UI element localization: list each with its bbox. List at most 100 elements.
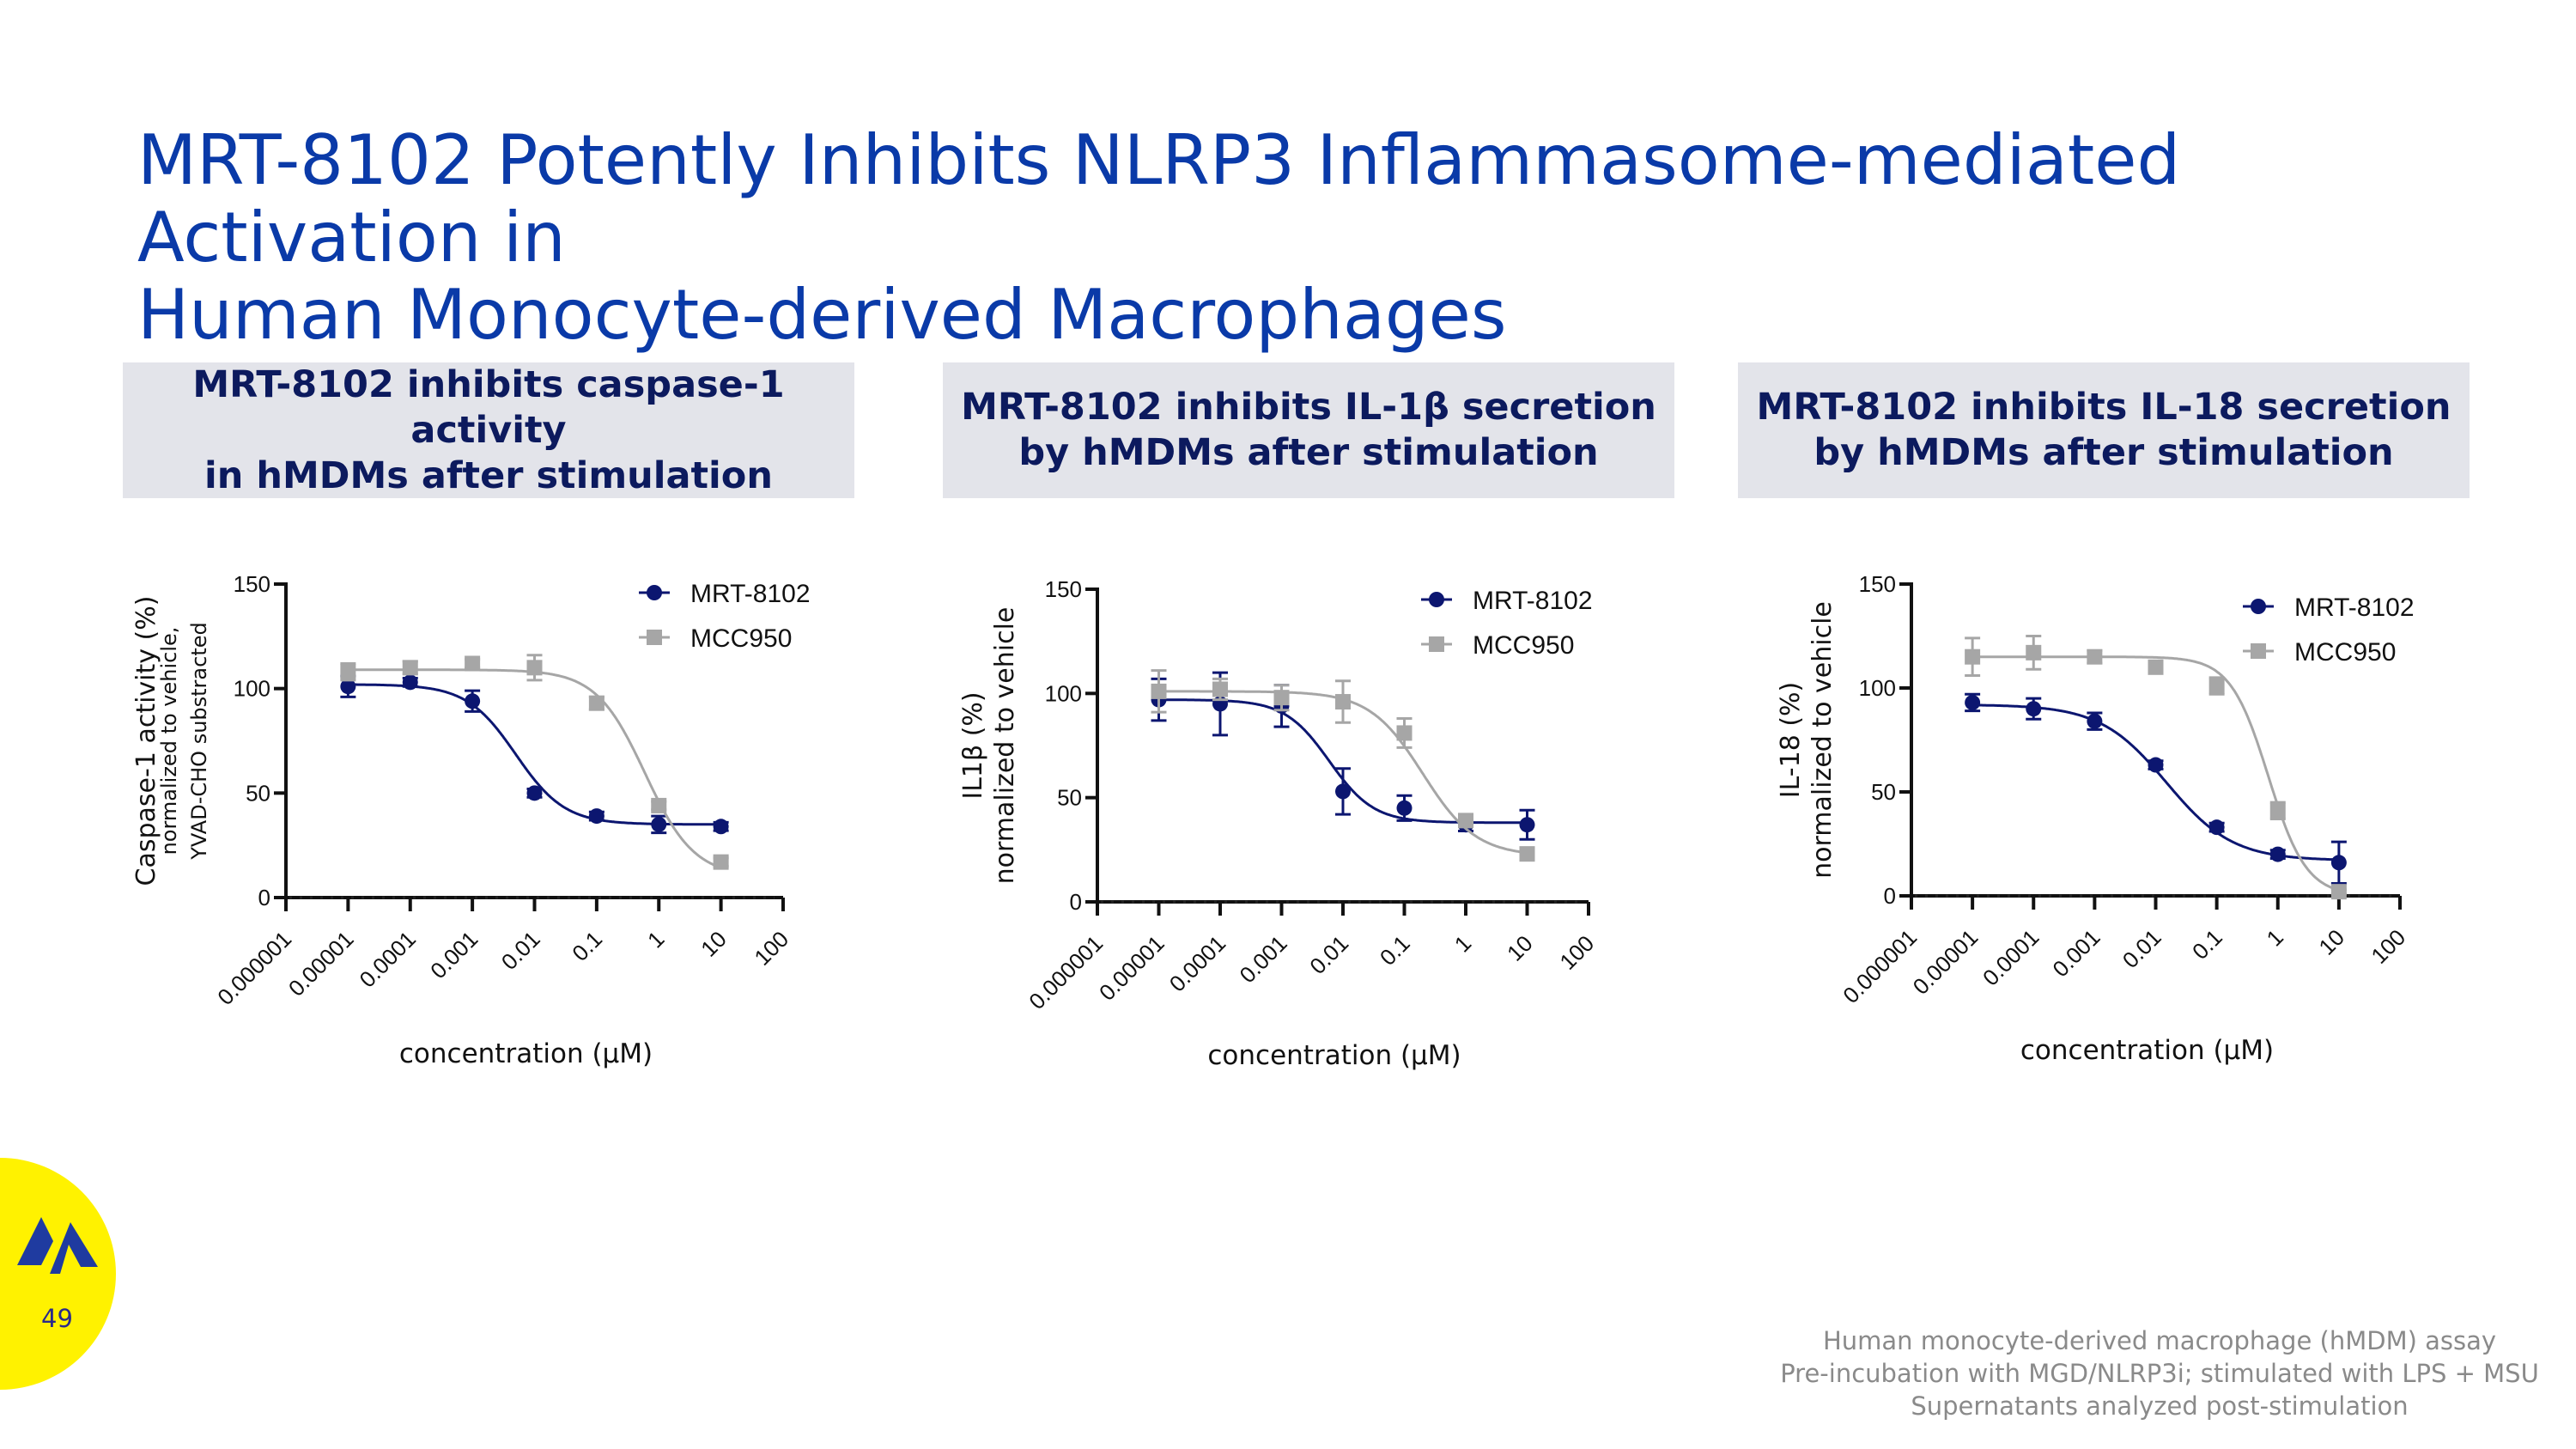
y-tick-label: 0: [1884, 883, 1896, 909]
data-point: [1396, 725, 1413, 741]
legend-marker: [1429, 636, 1444, 652]
x-tick-label: 0.00001: [283, 926, 359, 1002]
data-point: [2026, 701, 2042, 717]
panel-header-line: MRT-8102 inhibits IL-18 secretion: [1756, 386, 2451, 429]
data-point: [1335, 694, 1351, 710]
data-point: [1273, 690, 1290, 706]
data-point: [1335, 783, 1351, 800]
x-tick-label: 10: [2313, 924, 2349, 960]
x-tick-label: 10: [1502, 930, 1538, 966]
data-point: [2208, 819, 2225, 836]
page-number: 49: [41, 1304, 73, 1333]
slide-title: MRT-8102 Potently Inhibits NLRP3 Inflamm…: [137, 119, 2524, 354]
series-mcc950: MCC950: [1151, 631, 1574, 862]
y-axis-title: normalized to vehicle: [1807, 601, 1838, 879]
data-point: [2269, 846, 2286, 862]
y-axis-title: YVAD-CHO substracted: [187, 622, 211, 860]
data-point: [588, 695, 605, 711]
x-tick-label: 0.1: [567, 926, 607, 966]
panel-header-line: by hMDMs after stimulation: [1814, 431, 2394, 474]
x-axis-title: concentration (µM): [1207, 1040, 1461, 1071]
y-tick-label: 50: [1057, 785, 1082, 811]
data-point: [651, 816, 667, 832]
x-tick-label: 0.00001: [1094, 930, 1170, 1006]
data-point: [2087, 648, 2103, 665]
data-point: [1458, 813, 1473, 829]
x-tick-label: 0.001: [2047, 924, 2105, 982]
data-point: [1396, 800, 1413, 816]
y-tick-label: 150: [1045, 576, 1082, 602]
slide-title-line-1: MRT-8102 Potently Inhibits NLRP3 Inflamm…: [137, 119, 2181, 277]
legend-marker: [2251, 643, 2266, 659]
data-point: [651, 797, 667, 813]
y-axis-title: normalized to vehicle,: [157, 627, 181, 855]
footnote-line: Supernatants analyzed post-stimulation: [1911, 1391, 2409, 1421]
y-axis-title: IL-18 (%): [1776, 682, 1806, 798]
x-axis-title: concentration (µM): [2020, 1035, 2274, 1066]
legend-label: MCC950: [690, 624, 792, 653]
legend-marker: [647, 585, 662, 600]
x-tick-label: 0.01: [496, 926, 545, 975]
data-point: [1519, 817, 1535, 833]
series-mrt-8102: MRT-8102: [340, 580, 811, 835]
data-point: [402, 660, 418, 676]
x-axis-title: concentration (µM): [399, 1038, 653, 1069]
data-point: [1965, 694, 1981, 710]
y-axis-title: normalized to vehicle: [990, 607, 1020, 885]
data-point: [2026, 644, 2042, 661]
panel-header-line: in hMDMs after stimulation: [204, 454, 773, 497]
x-tick-label: 0.001: [425, 926, 483, 983]
data-point: [465, 693, 481, 709]
legend-label: MRT-8102: [1473, 587, 1593, 615]
x-tick-label: 1: [1449, 930, 1476, 957]
series-mcc950: MCC950: [340, 624, 792, 870]
fit-curve: [1969, 703, 2340, 861]
panel-header-line: MRT-8102 inhibits caspase-1 activity: [192, 362, 785, 452]
data-point: [713, 819, 729, 835]
legend-label: MRT-8102: [2294, 594, 2415, 622]
data-point: [2330, 884, 2347, 900]
data-point: [526, 785, 543, 801]
data-point: [2148, 757, 2164, 773]
x-tick-label: 10: [696, 926, 732, 962]
data-point: [2330, 855, 2347, 871]
series-mrt-8102: MRT-8102: [1965, 594, 2415, 885]
x-tick-label: 100: [2366, 924, 2410, 969]
x-tick-label: 100: [749, 926, 793, 971]
x-tick-label: 0.0001: [355, 926, 421, 992]
y-tick-label: 0: [1070, 889, 1082, 915]
footnote-line: Human monocyte-derived macrophage (hMDM)…: [1822, 1326, 2497, 1355]
company-logo-icon: [17, 1217, 98, 1274]
legend-label: MCC950: [1473, 631, 1574, 660]
legend-label: MCC950: [2294, 638, 2396, 667]
legend-marker: [647, 630, 662, 645]
data-point: [1151, 683, 1167, 699]
data-point: [465, 655, 481, 672]
x-tick-label: 0.000001: [1838, 924, 1922, 1008]
panel-header-il18: MRT-8102 inhibits IL-18 secretion by hMD…: [1738, 362, 2470, 498]
footnote-line: Pre-incubation with MGD/NLRP3i; stimulat…: [1780, 1359, 2539, 1388]
legend-marker: [1429, 592, 1444, 607]
data-point: [2148, 659, 2164, 675]
x-tick-label: 0.000001: [1024, 930, 1108, 1014]
data-point: [2269, 802, 2286, 819]
panel-header-line: by hMDMs after stimulation: [1018, 431, 1599, 474]
data-point: [340, 679, 356, 695]
panel-header-line: MRT-8102 inhibits IL-1β secretion: [961, 386, 1656, 429]
data-point: [2087, 713, 2103, 729]
y-tick-label: 50: [246, 780, 270, 806]
y-tick-label: 50: [1871, 779, 1896, 805]
data-point: [1965, 648, 1981, 665]
data-point: [526, 660, 543, 676]
data-point: [1212, 681, 1228, 697]
data-point: [2208, 678, 2225, 694]
y-tick-label: 150: [234, 571, 270, 597]
data-point: [340, 664, 356, 680]
y-axis-title: Caspase-1 activity (%): [131, 596, 161, 886]
data-point: [402, 674, 418, 691]
data-point: [713, 854, 729, 870]
x-tick-label: 0.1: [2187, 924, 2227, 965]
